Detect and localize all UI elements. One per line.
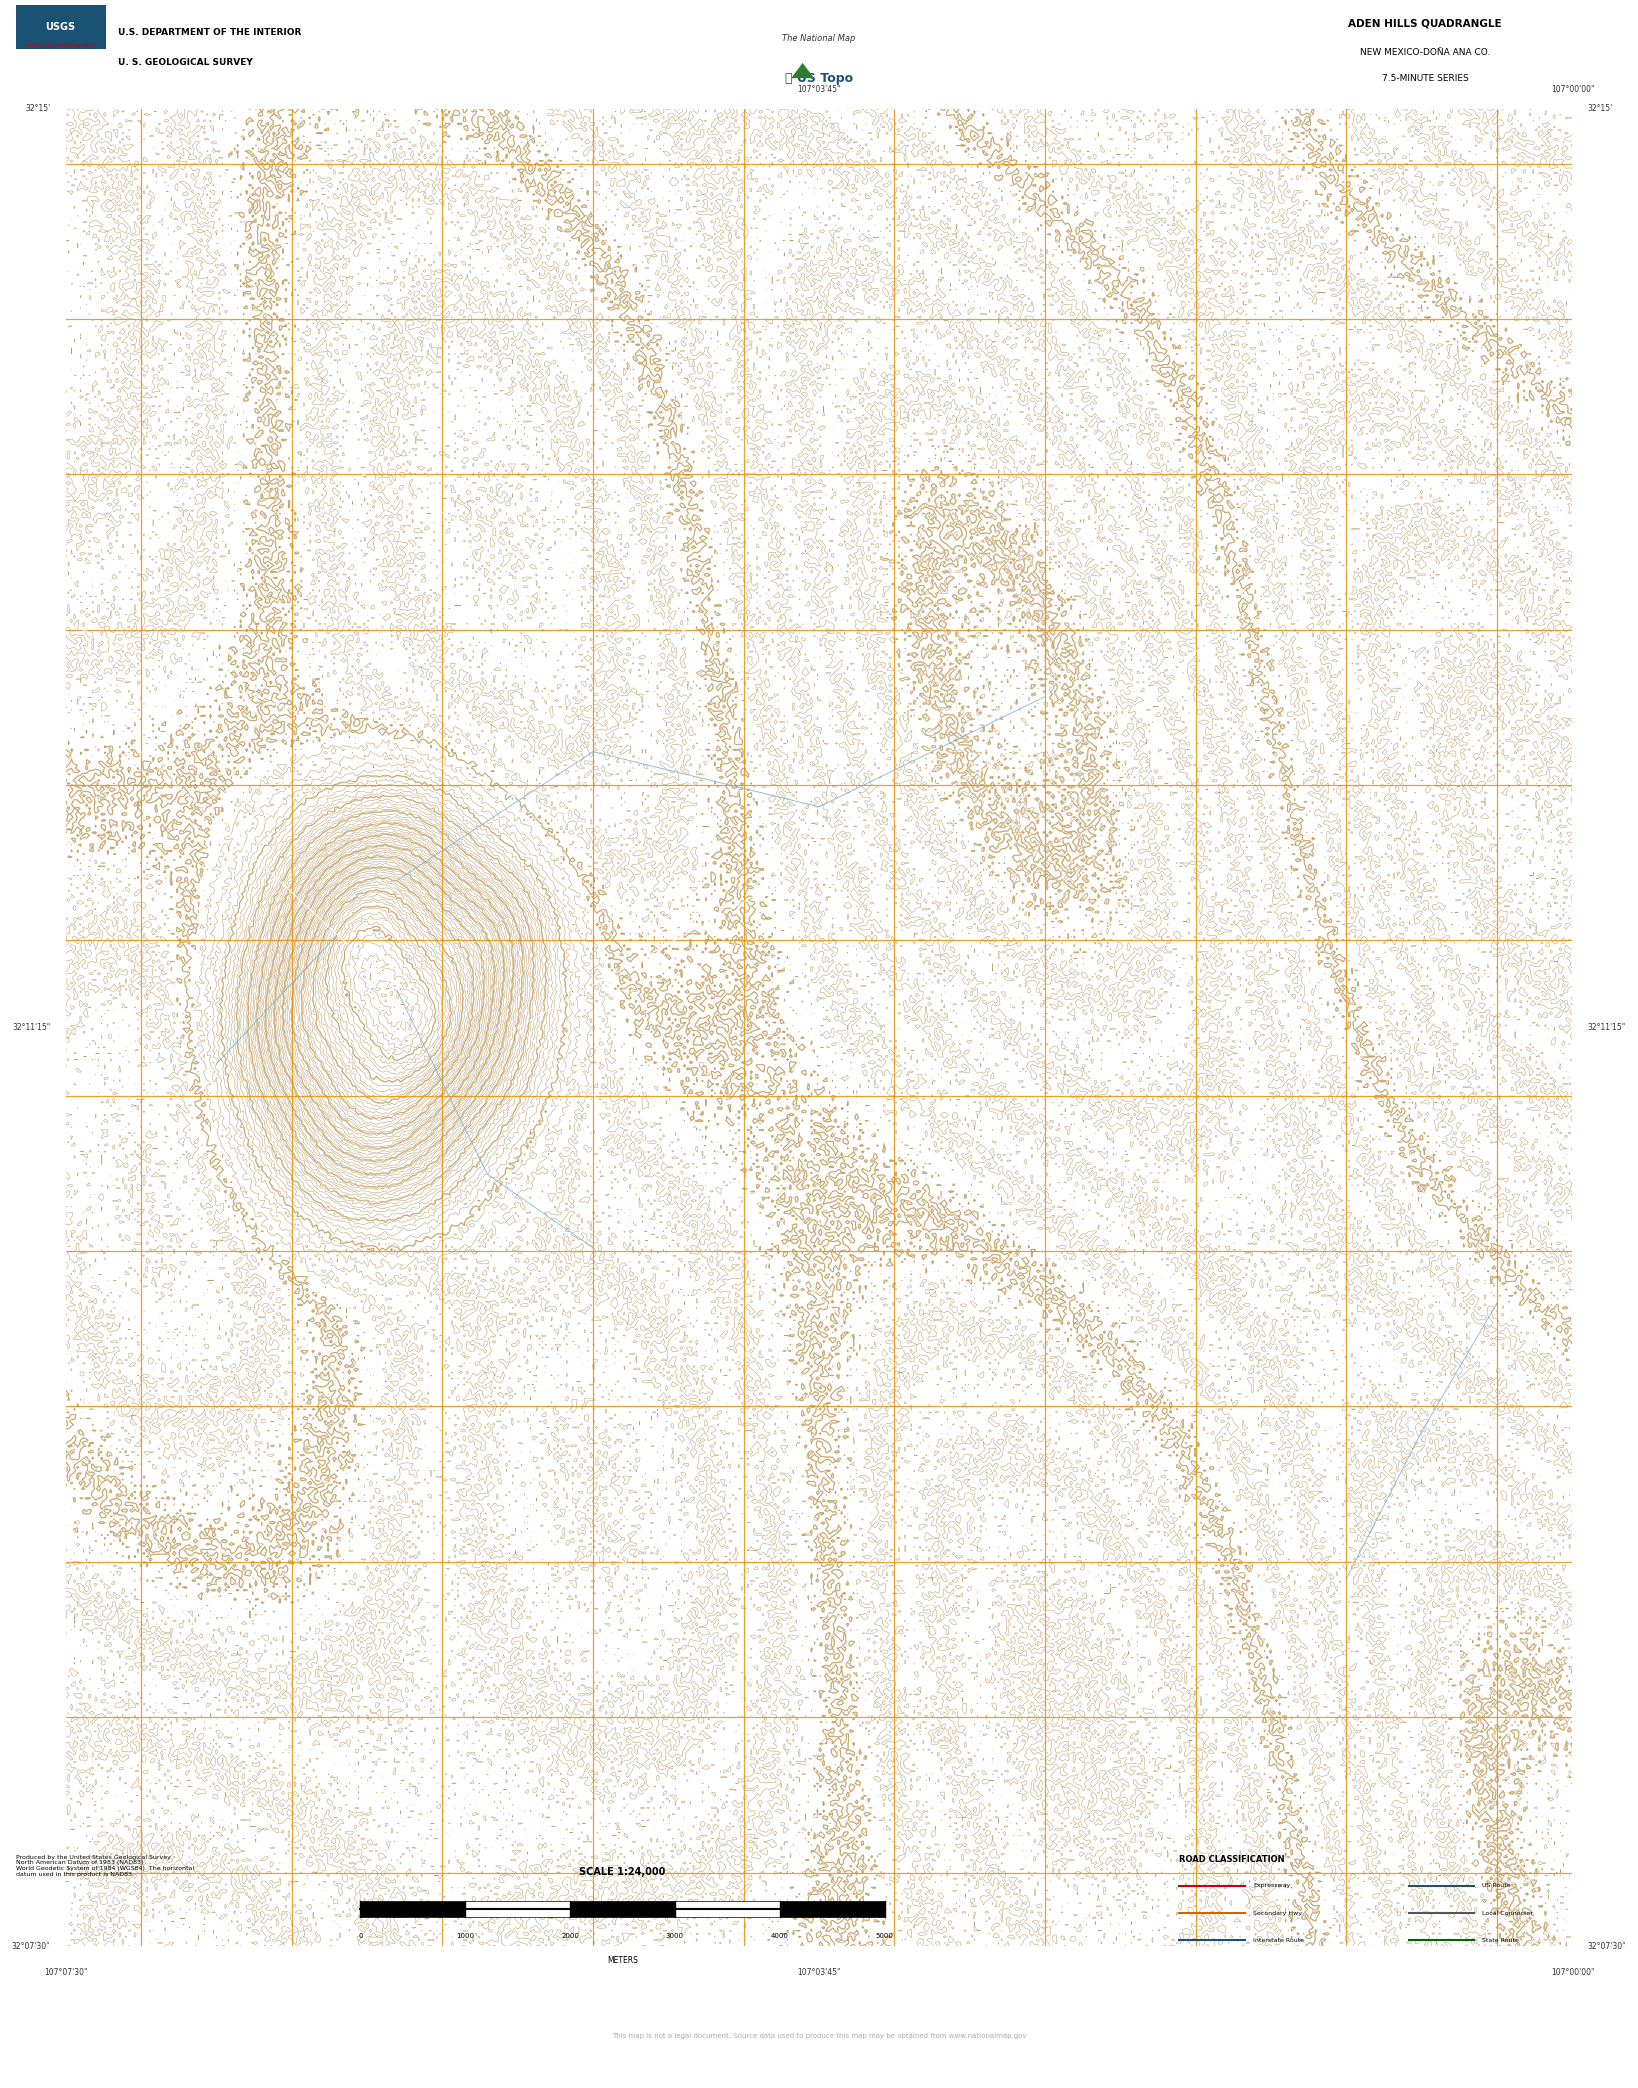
Text: Secondary Hwy: Secondary Hwy xyxy=(1253,1911,1302,1915)
Text: 32°07'30": 32°07'30" xyxy=(11,1942,51,1950)
Text: The National Map: The National Map xyxy=(783,33,855,42)
Text: Expressway: Expressway xyxy=(1253,1883,1291,1888)
Text: science for a changing world: science for a changing world xyxy=(26,44,95,48)
Text: ROAD CLASSIFICATION: ROAD CLASSIFICATION xyxy=(1179,1854,1284,1865)
Text: 107°00'00": 107°00'00" xyxy=(1551,86,1594,94)
Text: U. S. GEOLOGICAL SURVEY: U. S. GEOLOGICAL SURVEY xyxy=(118,58,252,67)
Text: State Route: State Route xyxy=(1482,1938,1520,1942)
Text: Local Connector: Local Connector xyxy=(1482,1911,1533,1915)
Bar xyxy=(16,6,106,48)
Text: 0: 0 xyxy=(359,1933,362,1940)
Text: 🌿 US Topo: 🌿 US Topo xyxy=(785,71,853,86)
Text: 5000: 5000 xyxy=(876,1933,893,1940)
Text: 32°07'30": 32°07'30" xyxy=(1587,1942,1627,1950)
Text: 7.5-MINUTE SERIES: 7.5-MINUTE SERIES xyxy=(1382,73,1468,84)
Text: 2000: 2000 xyxy=(562,1933,578,1940)
Bar xyxy=(570,1900,675,1917)
Text: METERS: METERS xyxy=(608,1956,637,1965)
Bar xyxy=(780,1900,885,1917)
Text: 107°03'45": 107°03'45" xyxy=(798,1969,840,1977)
Text: 32°11'15": 32°11'15" xyxy=(1587,1023,1627,1031)
Text: 1000: 1000 xyxy=(457,1933,473,1940)
Text: US Route: US Route xyxy=(1482,1883,1510,1888)
Text: 40000
FEET: 40000 FEET xyxy=(1505,476,1527,489)
Text: NEW MEXICO-DOÑA ANA CO.: NEW MEXICO-DOÑA ANA CO. xyxy=(1360,48,1491,56)
Text: Interstate Route: Interstate Route xyxy=(1253,1938,1304,1942)
Text: Produced by the United States Geological Survey
North American Datum of 1983 (NA: Produced by the United States Geological… xyxy=(16,1854,195,1877)
Text: 3000: 3000 xyxy=(667,1933,683,1940)
Bar xyxy=(465,1900,570,1917)
Bar xyxy=(360,1900,465,1917)
Bar xyxy=(16,6,213,102)
Text: 107°07'30": 107°07'30" xyxy=(44,1969,87,1977)
Text: 32°11'15": 32°11'15" xyxy=(11,1023,51,1031)
Polygon shape xyxy=(791,63,814,77)
Text: SCALE 1:24,000: SCALE 1:24,000 xyxy=(580,1867,665,1877)
Bar xyxy=(675,1900,780,1917)
Text: ADEN HILLS QUADRANGLE: ADEN HILLS QUADRANGLE xyxy=(1348,19,1502,29)
Text: This map is not a legal document. Source data used to produce this map may be ob: This map is not a legal document. Source… xyxy=(611,2034,1027,2038)
Text: 32°15': 32°15' xyxy=(25,104,51,113)
Text: 107°00'00": 107°00'00" xyxy=(1551,1969,1594,1977)
Text: 107°07'30": 107°07'30" xyxy=(44,86,87,94)
Text: 32°15': 32°15' xyxy=(1587,104,1613,113)
Text: USGS: USGS xyxy=(46,23,75,31)
Text: 107°03'45": 107°03'45" xyxy=(798,86,840,94)
Text: 4000: 4000 xyxy=(771,1933,788,1940)
Text: U.S. DEPARTMENT OF THE INTERIOR: U.S. DEPARTMENT OF THE INTERIOR xyxy=(118,27,301,38)
